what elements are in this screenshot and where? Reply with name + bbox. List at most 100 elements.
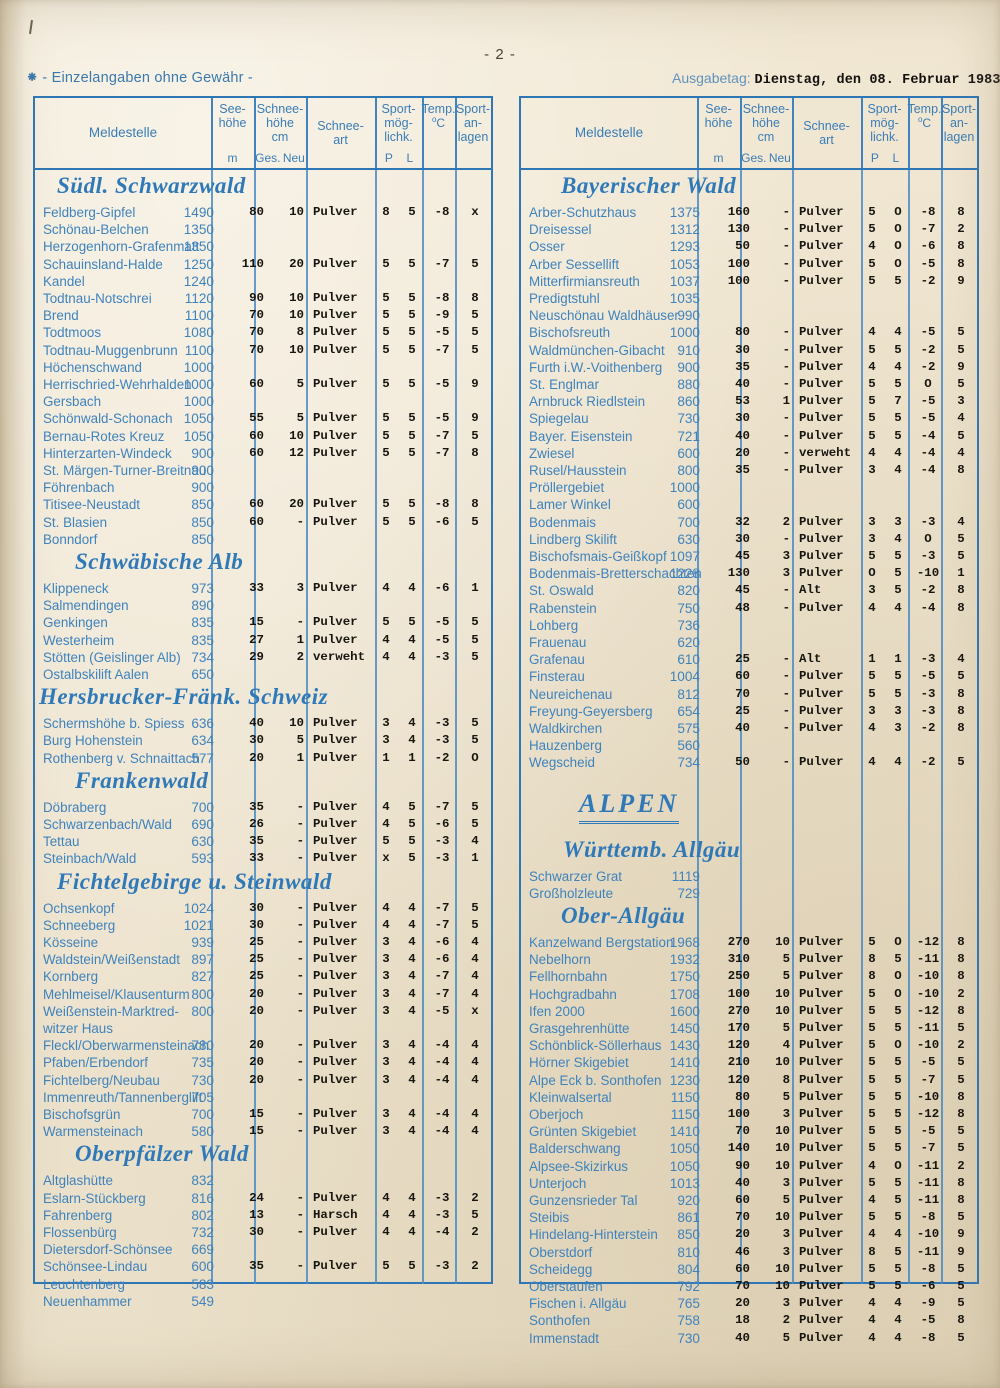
table-row[interactable]: Zwiesel 600 20 - verweht 4 4 -4 4 <box>521 445 977 462</box>
table-row[interactable]: Warmensteinach 580 15 - Pulver 3 4 -4 4 <box>35 1123 491 1140</box>
table-row[interactable]: Flossenbürg 732 30 - Pulver 4 4 -4 2 <box>35 1224 491 1241</box>
table-row[interactable]: Dreisessel 1312 130 - Pulver 5 O -7 2 <box>521 221 977 238</box>
table-row[interactable]: Furth i.W.-Voithenberg 900 35 - Pulver 4 4 -2 9 <box>521 359 977 376</box>
table-row[interactable]: Westerheim 835 27 1 Pulver 4 4 -5 5 <box>35 632 491 649</box>
table-row[interactable]: Schauinsland-Halde 1250 110 20 Pulver 5 5 -7 5 <box>35 256 491 273</box>
table-row[interactable]: Titisee-Neustadt 850 60 20 Pulver 5 5 -8 8 <box>35 496 491 513</box>
table-row[interactable]: Schwarzer Grat 1119 <box>521 868 977 885</box>
table-row[interactable]: Waldkirchen 575 40 - Pulver 4 3 -2 8 <box>521 720 977 737</box>
table-row[interactable]: St. Märgen-Turner-Breitnau 900 <box>35 462 491 479</box>
table-row[interactable]: Schönau-Belchen 1350 <box>35 221 491 238</box>
table-row[interactable]: Burg Hohenstein 634 30 5 Pulver 3 4 -3 5 <box>35 732 491 749</box>
table-row[interactable]: Schwarzenbach/Wald 690 26 - Pulver 4 5 -6 5 <box>35 816 491 833</box>
table-row[interactable]: Brend 1100 70 10 Pulver 5 5 -9 5 <box>35 307 491 324</box>
table-row[interactable]: Grasgehrenhütte 1450 170 5 Pulver 5 5 -11 5 <box>521 1020 977 1037</box>
table-row[interactable]: Fellhornbahn 1750 250 5 Pulver 8 O -10 8 <box>521 968 977 985</box>
table-row[interactable]: Fischen i. Allgäu 765 20 3 Pulver 4 4 -9 5 <box>521 1295 977 1312</box>
table-row[interactable]: Kanzelwand Bergstation 1968 270 10 Pulver 5 O -… <box>521 934 977 951</box>
table-row[interactable]: Bischofsmais-Geißkopf 1097 45 3 Pulver 5 5 -3 5 <box>521 548 977 565</box>
table-row[interactable]: Pfaben/Erbendorf 735 20 - Pulver 3 4 -4 4 <box>35 1054 491 1071</box>
table-row[interactable]: Schneeberg 1021 30 - Pulver 4 4 -7 5 <box>35 917 491 934</box>
table-row[interactable]: Waldmünchen-Gibacht 910 30 - Pulver 5 5 -2 5 <box>521 342 977 359</box>
table-row[interactable]: Döbraberg 700 35 - Pulver 4 5 -7 5 <box>35 799 491 816</box>
table-row[interactable]: Stötten (Geislinger Alb) 734 29 2 verweht 4 4 -… <box>35 649 491 666</box>
table-row[interactable]: Neuschönau Waldhäuser 990 <box>521 307 977 324</box>
table-row[interactable]: Bodenmais-Bretterschachten 1228 130 3 Pulver… <box>521 565 977 582</box>
table-row[interactable]: Feldberg-Gipfel 1490 80 10 Pulver 8 5 -8 x <box>35 204 491 221</box>
table-row[interactable]: Bischofsgrün 700 15 - Pulver 3 4 -4 4 <box>35 1106 491 1123</box>
table-row[interactable]: Schönwald-Schonach 1050 55 5 Pulver 5 5 -5 9 <box>35 410 491 427</box>
table-row[interactable]: Steinbach/Wald 593 33 - Pulver x 5 -3 1 <box>35 850 491 867</box>
table-row[interactable]: Alpsee-Skizirkus 1050 90 10 Pulver 4 O -11 2 <box>521 1158 977 1175</box>
table-row[interactable]: Finsterau 1004 60 - Pulver 5 5 -5 5 <box>521 668 977 685</box>
table-row[interactable]: Gersbach 1000 <box>35 393 491 410</box>
table-row[interactable]: Mitterfirmiansreuth 1037 100 - Pulver 5 5 -2 9 <box>521 273 977 290</box>
table-row[interactable]: Genkingen 835 15 - Pulver 5 5 -5 5 <box>35 614 491 631</box>
table-row[interactable]: Bayer. Eisenstein 721 40 - Pulver 5 5 -4 5 <box>521 428 977 445</box>
table-row[interactable]: Oberstaufen 792 70 10 Pulver 5 5 -6 5 <box>521 1278 977 1295</box>
table-row[interactable]: Neuenhammer 549 <box>35 1293 491 1310</box>
table-row[interactable]: Hinterzarten-Windeck 900 60 12 Pulver 5 5 -7 8 <box>35 445 491 462</box>
table-row[interactable]: Gunzensrieder Tal 920 60 5 Pulver 4 5 -11 8 <box>521 1192 977 1209</box>
table-row[interactable]: Osser 1293 50 - Pulver 4 O -6 8 <box>521 238 977 255</box>
table-row[interactable]: Unterjoch 1013 40 3 Pulver 5 5 -11 8 <box>521 1175 977 1192</box>
table-row[interactable]: Großholzleute 729 <box>521 885 977 902</box>
table-row[interactable]: Hochgradbahn 1708 100 10 Pulver 5 O -10 2 <box>521 986 977 1003</box>
table-row[interactable]: Frauenau 620 <box>521 634 977 651</box>
table-row[interactable]: Bischofsreuth 1000 80 - Pulver 4 4 -5 5 <box>521 324 977 341</box>
table-row[interactable]: Leuchtenberg 583 <box>35 1276 491 1293</box>
table-row[interactable]: Dietersdorf-Schönsee 669 <box>35 1241 491 1258</box>
table-row[interactable]: Pröllergebiet 1000 <box>521 479 977 496</box>
table-row[interactable]: Scheidegg 804 60 10 Pulver 5 5 -8 5 <box>521 1261 977 1278</box>
table-row[interactable]: Hörner Skigebiet 1410 210 10 Pulver 5 5 -5 5 <box>521 1054 977 1071</box>
table-row[interactable]: Hindelang-Hinterstein 850 20 3 Pulver 4 4 -10 9 <box>521 1226 977 1243</box>
table-row[interactable]: Todtmoos 1080 70 8 Pulver 5 5 -5 5 <box>35 324 491 341</box>
table-row[interactable]: Eslarn-Stückberg 816 24 - Pulver 4 4 -3 2 <box>35 1190 491 1207</box>
table-row[interactable]: Mehlmeisel/Klausenturm 800 20 - Pulver 3 4 -7 4 <box>35 986 491 1003</box>
table-row[interactable]: Höchenschwand 1000 <box>35 359 491 376</box>
table-row[interactable]: Kösseine 939 25 - Pulver 3 4 -6 4 <box>35 934 491 951</box>
table-row[interactable]: Ostalbskilift Aalen 650 <box>35 666 491 683</box>
table-row[interactable]: Steibis 861 70 10 Pulver 5 5 -8 5 <box>521 1209 977 1226</box>
table-row[interactable]: Grünten Skigebiet 1410 70 10 Pulver 5 5 -5 5 <box>521 1123 977 1140</box>
table-row[interactable]: Kleinwalsertal 1150 80 5 Pulver 5 5 -10 8 <box>521 1089 977 1106</box>
table-row[interactable]: Bodenmais 700 32 2 Pulver 3 3 -3 4 <box>521 514 977 531</box>
table-row[interactable]: Klippeneck 973 33 3 Pulver 4 4 -6 1 <box>35 580 491 597</box>
table-row[interactable]: Rabenstein 750 48 - Pulver 4 4 -4 8 <box>521 600 977 617</box>
table-row[interactable]: St. Blasien 850 60 - Pulver 5 5 -6 5 <box>35 514 491 531</box>
table-row[interactable]: Immenreuth/Tannenberglift 705 <box>35 1089 491 1106</box>
table-row[interactable]: Freyung-Geyersberg 654 25 - Pulver 3 3 -3 8 <box>521 703 977 720</box>
table-row[interactable]: Rusel/Hausstein 800 35 - Pulver 3 4 -4 8 <box>521 462 977 479</box>
table-row[interactable]: Rothenberg v. Schnaittach 577 20 1 Pulver 1 1 -… <box>35 750 491 767</box>
table-row[interactable]: Todtnau-Muggenbrunn 1100 70 10 Pulver 5 5 -7 5 <box>35 342 491 359</box>
table-row[interactable]: Waldstein/Weißenstadt 897 25 - Pulver 3 4 -6 4 <box>35 951 491 968</box>
table-row[interactable]: Arber Sessellift 1053 100 - Pulver 5 O -5 8 <box>521 256 977 273</box>
table-row[interactable]: Tettau 630 35 - Pulver 5 5 -3 4 <box>35 833 491 850</box>
table-row[interactable]: Nebelhorn 1932 310 5 Pulver 8 5 -11 8 <box>521 951 977 968</box>
table-row[interactable]: Lindberg Skilift 630 30 - Pulver 3 4 O 5 <box>521 531 977 548</box>
table-row[interactable]: Ifen 2000 1600 270 10 Pulver 5 5 -12 8 <box>521 1003 977 1020</box>
table-row[interactable]: Sonthofen 758 18 2 Pulver 4 4 -5 8 <box>521 1312 977 1329</box>
table-row[interactable]: Predigtstuhl 1035 <box>521 290 977 307</box>
table-row[interactable]: Altglashütte 832 <box>35 1172 491 1189</box>
table-row[interactable]: Neureichenau 812 70 - Pulver 5 5 -3 8 <box>521 686 977 703</box>
table-row[interactable]: Weißenstein-Marktred- 800 20 - Pulver 3 4 -5 x <box>35 1003 491 1020</box>
table-row[interactable]: Todtnau-Notschrei 1120 90 10 Pulver 5 5 -8 8 <box>35 290 491 307</box>
table-row[interactable]: Bonndorf 850 <box>35 531 491 548</box>
table-row[interactable]: Schönblick-Söllerhaus 1430 120 4 Pulver 5 O -10… <box>521 1037 977 1054</box>
table-row[interactable]: Grafenau 610 25 - Alt 1 1 -3 4 <box>521 651 977 668</box>
table-row[interactable]: witzer Haus <box>35 1020 491 1037</box>
table-row[interactable]: Herzogenhorn-Grafenmatt 1350 <box>35 238 491 255</box>
table-row[interactable]: Arber-Schutzhaus 1375 160 - Pulver 5 O -8 8 <box>521 204 977 221</box>
table-row[interactable]: Ochsenkopf 1024 30 - Pulver 4 4 -7 5 <box>35 900 491 917</box>
table-row[interactable]: Bernau-Rotes Kreuz 1050 60 10 Pulver 5 5 -7 5 <box>35 428 491 445</box>
table-row[interactable]: Kornberg 827 25 - Pulver 3 4 -7 4 <box>35 968 491 985</box>
table-row[interactable]: Hauzenberg 560 <box>521 737 977 754</box>
table-row[interactable]: Balderschwang 1050 140 10 Pulver 5 5 -7 5 <box>521 1140 977 1157</box>
table-row[interactable]: Arnbruck Riedlstein 860 53 1 Pulver 5 7 -5 3 <box>521 393 977 410</box>
table-row[interactable]: Fahrenberg 802 13 - Harsch 4 4 -3 5 <box>35 1207 491 1224</box>
table-row[interactable]: St. Oswald 820 45 - Alt 3 5 -2 8 <box>521 582 977 599</box>
table-row[interactable]: Schönsee-Lindau 600 35 - Pulver 5 5 -3 2 <box>35 1258 491 1275</box>
table-row[interactable]: Fleckl/Oberwarmensteinach 780 20 - Pulver 3 4 -… <box>35 1037 491 1054</box>
table-row[interactable]: St. Englmar 880 40 - Pulver 5 5 O 5 <box>521 376 977 393</box>
